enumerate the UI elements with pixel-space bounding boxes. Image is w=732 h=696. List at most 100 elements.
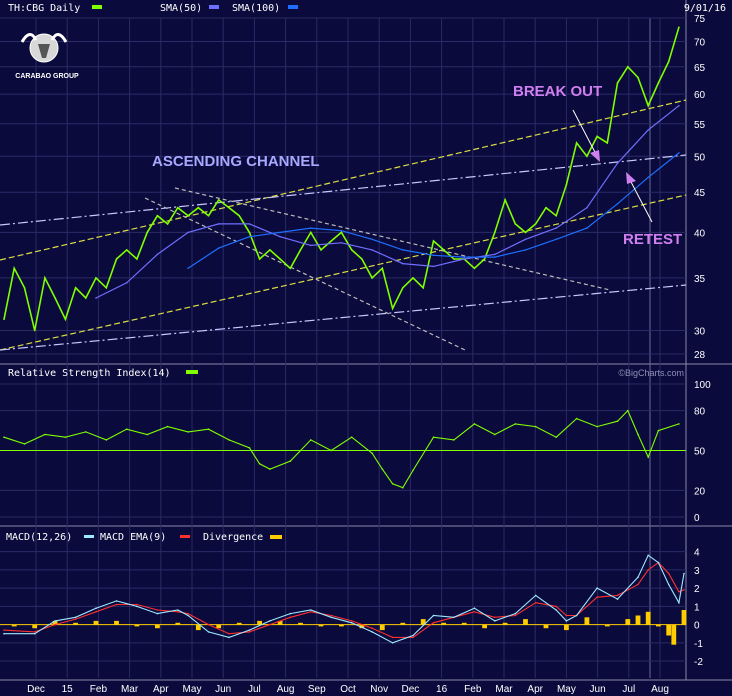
price-series-1-point (432, 265, 435, 268)
rsi-line-point (432, 436, 435, 439)
rsi-line-point (514, 423, 517, 425)
rsi-line-point (269, 468, 271, 470)
price-series-1-point (248, 223, 251, 225)
rsi-line-point (289, 460, 292, 462)
price-series-0-point (13, 267, 15, 270)
x-tick-label: Feb (90, 684, 108, 695)
price-tick-label: 30 (694, 326, 706, 337)
divergence-bar (236, 622, 242, 625)
macd-line-point (412, 634, 414, 637)
price-series-0-point (545, 206, 547, 209)
rsi-line-point (125, 428, 128, 431)
macd-signal-line-point (534, 601, 537, 604)
price-series-0-point (64, 318, 67, 321)
channel-lower-line (0, 194, 687, 351)
rsi-line-point (647, 456, 649, 458)
macd-line-point (177, 609, 179, 611)
divergence-bar (155, 624, 160, 629)
divergence-bar (134, 624, 140, 627)
divergence-bar (671, 624, 677, 645)
price-series-0-point (657, 82, 660, 84)
macd-line-point (683, 572, 685, 575)
price-series-2-point (494, 256, 496, 258)
macd-tick-label: 3 (694, 566, 700, 577)
price-series-0-point (248, 231, 251, 234)
price-series-0-point (442, 249, 445, 251)
macd-line-point (207, 631, 210, 633)
price-series-0-point (627, 66, 629, 68)
macd-signal-legend-swatch (180, 535, 190, 538)
series-layer (3, 26, 687, 645)
break-out-arrow-head (590, 150, 600, 162)
price-series-0-point (166, 223, 169, 225)
macd-line-point (228, 636, 230, 639)
macd-line-point (3, 632, 5, 635)
x-tick-label: Apr (527, 684, 543, 695)
price-series-2-point (248, 235, 251, 238)
price-series-0-point (74, 287, 77, 289)
macd-line-point (678, 601, 680, 604)
rsi-line-point (3, 436, 5, 439)
price-series-0-point (310, 231, 312, 234)
macd-tick-label: -2 (694, 657, 703, 668)
rsi-line-point (453, 439, 455, 441)
rsi-line-point (412, 469, 414, 472)
price-series-1-point (678, 104, 680, 107)
macd-signal-line-point (596, 596, 598, 598)
rsi-line-point (555, 436, 557, 439)
price-tick-label: 60 (694, 90, 706, 101)
macd-signal-label: MACD EMA(9) (100, 532, 166, 543)
macd-divergence-legend-swatch (270, 535, 282, 539)
divergence-bar (277, 620, 283, 625)
macd-signal-line-point (248, 631, 251, 633)
divergence-bar (681, 610, 687, 625)
rsi-line-point (402, 486, 404, 489)
macd-signal-line-point (289, 616, 292, 619)
price-series-0-point (596, 135, 598, 138)
macd-tick-label: 2 (694, 584, 700, 595)
ticker-label: TH:CBG Daily (8, 3, 80, 14)
x-tick-label: Apr (153, 684, 169, 695)
price-series-0-point (156, 214, 159, 217)
ticker-legend-swatch (92, 5, 102, 9)
rsi-line-point (187, 431, 189, 433)
sma50-label: SMA(50) (160, 3, 202, 14)
macd-line-point (136, 605, 138, 608)
macd-signal-line-point (3, 629, 5, 631)
x-tick-label: Mar (495, 684, 513, 695)
price-series-0-point (95, 277, 97, 279)
x-tick-label: 16 (436, 684, 448, 695)
macd-line-point (33, 632, 36, 635)
rsi-line-point (44, 433, 46, 436)
x-tick-label: Dec (27, 684, 45, 695)
macd-line-point (647, 554, 649, 557)
price-series-1-point (95, 297, 97, 299)
rsi-line-point (350, 436, 353, 439)
price-series-0-point (371, 277, 373, 279)
macd-signal-line-point (412, 636, 414, 639)
price-series-0-point (44, 277, 46, 279)
rsi-line-point (23, 443, 26, 445)
divergence-bar (420, 619, 426, 625)
price-series-0-point (453, 258, 455, 260)
price-series-2-point (279, 231, 281, 234)
price-tick-label: 35 (694, 274, 706, 285)
x-tick-label: Feb (464, 684, 482, 695)
macd-label: MACD(12,26) (6, 532, 72, 543)
price-series-0-point (330, 240, 333, 242)
price-series-0-point (381, 267, 384, 270)
macd-signal-line-point (228, 632, 230, 635)
macd-signal-line-point (207, 623, 210, 626)
price-series-0-point (269, 249, 271, 251)
macd-line-point (74, 616, 77, 619)
divergence-bar (502, 622, 508, 625)
annotation-ascending-channel: ASCENDING CHANNEL (152, 153, 320, 170)
price-series-0-point (473, 267, 476, 270)
rsi-line-point (381, 468, 384, 470)
price-series-0-point (187, 214, 189, 217)
divergence-bar (645, 611, 651, 625)
price-series-0-point (258, 258, 261, 260)
price-series-1-point (524, 238, 527, 241)
divergence-bar (564, 624, 569, 631)
price-series-0-point (412, 277, 414, 279)
